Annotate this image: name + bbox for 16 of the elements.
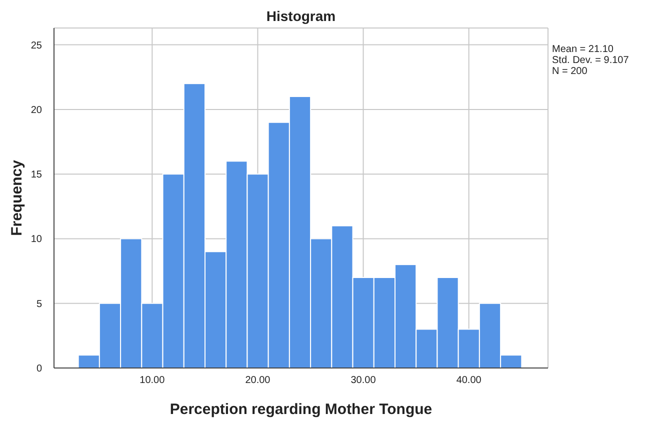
y-axis-title: Frequency <box>8 159 26 236</box>
chart-title: Histogram <box>265 8 337 24</box>
y-tick-label: 0 <box>36 364 42 374</box>
y-tick-label: 5 <box>36 298 42 310</box>
x-tick-label: 20.00 <box>245 375 271 386</box>
y-tick-label: 20 <box>30 104 42 116</box>
text: N = 200 <box>552 66 588 77</box>
x-tick-label: 30.00 <box>350 375 376 386</box>
x-tick-label: 40.00 <box>456 375 482 386</box>
x-axis-title: Perception regarding Mother Tongue <box>170 401 432 418</box>
text: Mean = 21.10 <box>552 44 614 55</box>
text: Std. Dev. = 9.107 <box>552 55 629 66</box>
y-tick-label: 25 <box>30 40 42 52</box>
y-tick-label: 15 <box>30 170 42 181</box>
x-tick-label: 10.00 <box>140 375 166 386</box>
y-tick-label: 10 <box>30 234 42 246</box>
